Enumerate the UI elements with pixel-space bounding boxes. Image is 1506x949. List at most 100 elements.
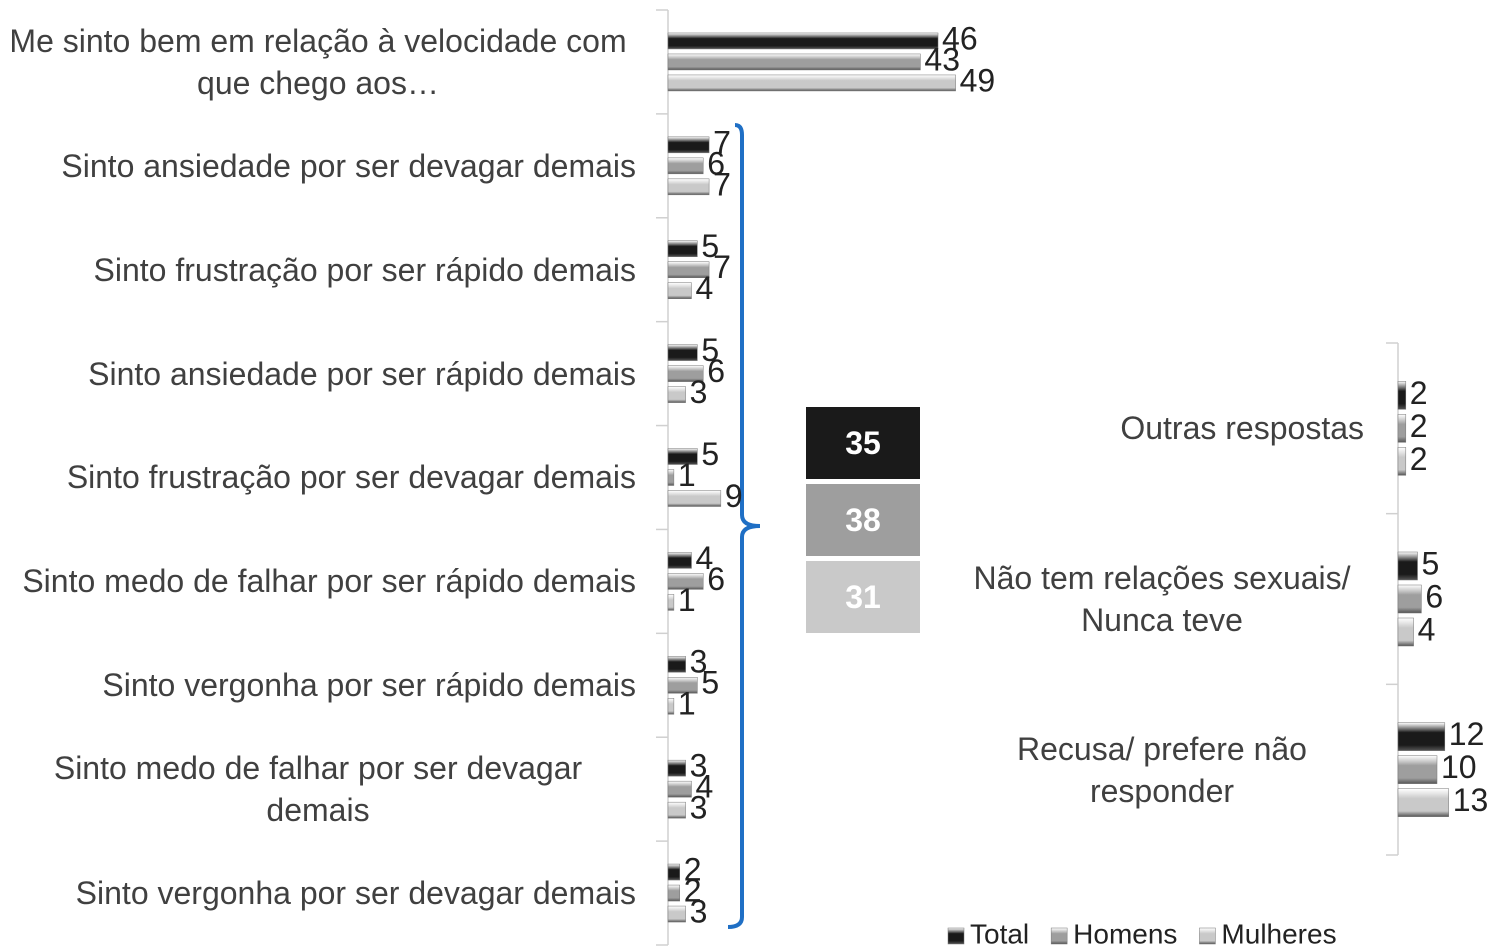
- bar: [667, 282, 692, 299]
- value-label: 12: [1449, 716, 1485, 752]
- bar: [1397, 551, 1418, 581]
- value-label: 43: [924, 41, 960, 77]
- value-label: 6: [707, 145, 725, 181]
- bar: [1397, 722, 1446, 751]
- value-label: 5: [701, 436, 719, 472]
- bar: [667, 801, 686, 819]
- legend-label: Homens: [1073, 918, 1177, 949]
- value-label: 7: [713, 166, 731, 202]
- summary-box: 35: [806, 407, 920, 479]
- bar: [1397, 381, 1407, 410]
- bar: [667, 490, 722, 507]
- category-label: Sinto medo de falhar por ser devagar dem…: [0, 737, 636, 841]
- value-label: 4: [695, 270, 713, 306]
- bar: [667, 759, 686, 777]
- category-label: Sinto vergonha por ser rápido demais: [0, 633, 636, 737]
- bar: [667, 240, 698, 257]
- value-label: 4: [695, 540, 713, 576]
- bar: [667, 698, 675, 715]
- bar: [667, 74, 956, 92]
- value-label: 1: [678, 686, 696, 722]
- category-text: Me sinto bem em relação à velocidade com…: [9, 22, 627, 101]
- bar: [667, 178, 710, 196]
- bar: [667, 469, 675, 486]
- value-label: 5: [701, 332, 719, 368]
- legend-label: Mulheres: [1221, 918, 1336, 949]
- value-label: 6: [707, 561, 725, 597]
- value-label: 3: [690, 374, 708, 410]
- value-label: 3: [690, 790, 708, 826]
- value-label: 3: [690, 644, 708, 680]
- value-label: 6: [1425, 578, 1443, 614]
- value-label: 5: [1422, 545, 1440, 581]
- value-label: 1: [678, 582, 696, 618]
- bar: [1397, 755, 1438, 784]
- bar: [1397, 447, 1407, 476]
- category-text: Não tem relações sexuais/ Nunca teve: [973, 559, 1351, 638]
- category-label: Me sinto bem em relação à velocidade com…: [0, 10, 636, 114]
- category-text: Sinto frustração por ser rápido demais: [93, 251, 636, 288]
- bar: [667, 344, 698, 361]
- bar: [667, 32, 939, 50]
- category-text: Recusa/ prefere não responder: [1017, 730, 1307, 809]
- bar: [667, 448, 698, 465]
- category-text: Sinto ansiedade por ser devagar demais: [61, 147, 636, 184]
- category-text: Sinto medo de falhar por ser rápido dema…: [22, 563, 636, 600]
- legend-swatch: [1050, 927, 1068, 945]
- value-label: 49: [960, 62, 996, 98]
- category-text: Sinto medo de falhar por ser devagar dem…: [53, 750, 583, 829]
- bar: [667, 261, 710, 278]
- bar: [667, 573, 704, 590]
- bar: [667, 656, 686, 673]
- category-label: Recusa/ prefere não responder: [960, 684, 1364, 855]
- value-label: 6: [707, 353, 725, 389]
- value-label: 13: [1453, 782, 1489, 818]
- value-label: 2: [684, 852, 702, 888]
- summary-box: 38: [806, 484, 920, 556]
- summary-box: 31: [806, 561, 920, 633]
- bar: [667, 677, 698, 694]
- bar: [1397, 788, 1449, 817]
- bar: [1397, 584, 1422, 614]
- bar: [667, 594, 675, 611]
- bar: [667, 157, 704, 175]
- value-label: 7: [713, 124, 731, 160]
- bar: [667, 552, 692, 569]
- bar: [667, 365, 704, 382]
- value-label: 2: [1410, 408, 1428, 444]
- category-label: Sinto ansiedade por ser rápido demais: [0, 322, 636, 426]
- legend-label: Total: [970, 918, 1029, 949]
- value-label: 10: [1441, 749, 1477, 785]
- category-label: Sinto vergonha por ser devagar demais: [0, 841, 636, 945]
- legend-swatch: [947, 927, 965, 945]
- value-label: 2: [1410, 375, 1428, 411]
- value-label: 2: [684, 873, 702, 909]
- category-text: Outras respostas: [1120, 410, 1364, 447]
- bar: [667, 53, 921, 71]
- bar: [667, 136, 710, 154]
- bar: [667, 884, 680, 902]
- value-label: 7: [713, 249, 731, 285]
- value-label: 46: [942, 20, 978, 56]
- bar: [667, 905, 686, 923]
- value-label: 1: [678, 457, 696, 493]
- bar: [667, 780, 692, 798]
- category-text: Sinto vergonha por ser rápido demais: [102, 667, 636, 704]
- category-label: Sinto medo de falhar por ser rápido dema…: [0, 529, 636, 633]
- category-text: Sinto vergonha por ser devagar demais: [75, 875, 636, 912]
- category-text: Sinto frustração por ser devagar demais: [66, 459, 636, 496]
- category-label: Não tem relações sexuais/ Nunca teve: [960, 514, 1364, 685]
- value-label: 3: [690, 748, 708, 784]
- bar: [1397, 617, 1414, 647]
- value-label: 5: [701, 665, 719, 701]
- value-label: 9: [725, 478, 743, 514]
- category-text: Sinto ansiedade por ser rápido demais: [88, 355, 636, 392]
- category-label: Sinto ansiedade por ser devagar demais: [0, 114, 636, 218]
- value-label: 4: [695, 769, 713, 805]
- category-label: Outras respostas: [960, 343, 1364, 514]
- value-label: 2: [1410, 441, 1428, 477]
- category-label: Sinto frustração por ser devagar demais: [0, 426, 636, 530]
- bar: [667, 863, 680, 881]
